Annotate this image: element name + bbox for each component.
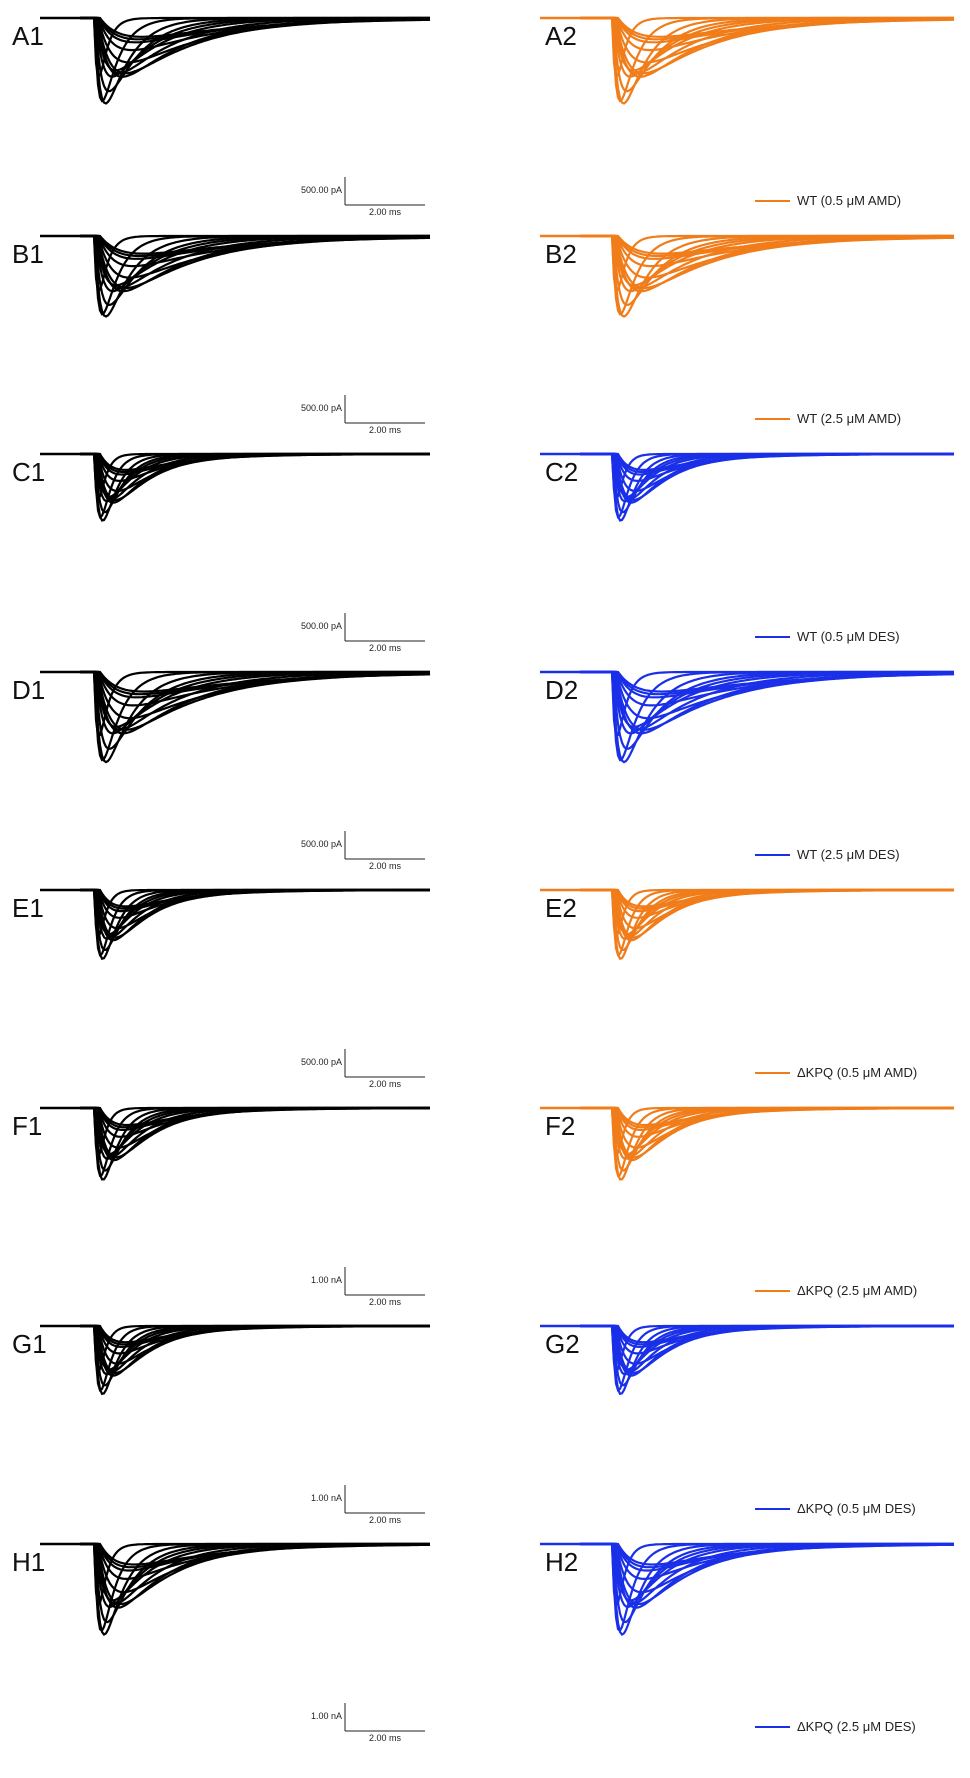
panel-e1: E1 500.00 pA 2.00 ms xyxy=(12,888,431,1089)
panel-h2: H2 ΔKPQ (2.5 μM DES) xyxy=(540,1542,955,1734)
current-trace xyxy=(80,1324,430,1344)
current-trace xyxy=(80,234,430,255)
panel-c2: C2 WT (0.5 μM DES) xyxy=(540,452,954,644)
current-trace xyxy=(80,1542,430,1633)
current-trace xyxy=(80,1542,430,1609)
current-trace xyxy=(80,452,430,472)
panel-label: D1 xyxy=(12,675,45,705)
scale-time-label: 2.00 ms xyxy=(369,1297,402,1307)
scale-time-label: 2.00 ms xyxy=(369,861,402,871)
scale-time-label: 2.00 ms xyxy=(369,207,402,217)
legend-label: WT (0.5 μM DES) xyxy=(797,629,900,644)
panel-h1: H1 1.00 nA 2.00 ms xyxy=(12,1542,431,1743)
current-trace xyxy=(80,1106,430,1172)
scale-time-label: 2.00 ms xyxy=(369,425,402,435)
panel-label: G1 xyxy=(12,1329,47,1359)
panel-f1: F1 1.00 nA 2.00 ms xyxy=(12,1106,430,1307)
current-trace xyxy=(80,888,430,960)
scale-time-label: 2.00 ms xyxy=(369,1079,402,1089)
scale-current-label: 500.00 pA xyxy=(301,1057,342,1067)
panel-g2: G2 ΔKPQ (0.5 μM DES) xyxy=(540,1324,954,1516)
scale-time-label: 2.00 ms xyxy=(369,643,402,653)
scale-time-label: 2.00 ms xyxy=(369,1515,402,1525)
scale-current-label: 500.00 pA xyxy=(301,621,342,631)
panel-label: A2 xyxy=(545,21,577,51)
current-trace xyxy=(80,452,430,522)
current-trace xyxy=(580,670,955,693)
current-trace xyxy=(580,1542,954,1608)
scale-current-label: 1.00 nA xyxy=(311,1493,342,1503)
panel-e2: E2 ΔKPQ (0.5 μM AMD) xyxy=(540,888,954,1080)
panel-b1: B1 500.00 pA 2.00 ms xyxy=(12,234,431,435)
legend-label: WT (2.5 μM AMD) xyxy=(797,411,901,426)
panel-label: E2 xyxy=(545,893,577,923)
current-trace xyxy=(80,1542,431,1566)
current-trace xyxy=(580,1106,954,1178)
current-trace xyxy=(580,452,954,522)
panel-d2: D2 WT (2.5 μM DES) xyxy=(540,670,955,862)
legend-label: ΔKPQ (0.5 μM DES) xyxy=(797,1501,916,1516)
panel-label: C2 xyxy=(545,457,578,487)
panel-label: F1 xyxy=(12,1111,42,1141)
current-trace xyxy=(580,1106,954,1127)
current-trace xyxy=(580,1542,954,1566)
current-trace xyxy=(580,1542,954,1636)
current-trace xyxy=(80,1106,430,1127)
panel-a1: A1 500.00 pA 2.00 ms xyxy=(12,16,431,217)
panel-label: B1 xyxy=(12,239,44,269)
panel-d1: D1 500.00 pA 2.00 ms xyxy=(12,670,431,871)
panel-label: C1 xyxy=(12,457,45,487)
panel-label: E1 xyxy=(12,893,44,923)
panel-label: F2 xyxy=(545,1111,575,1141)
panel-label: B2 xyxy=(545,239,577,269)
scale-current-label: 500.00 pA xyxy=(301,403,342,413)
legend-label: ΔKPQ (2.5 μM DES) xyxy=(797,1719,916,1734)
current-trace xyxy=(580,1542,954,1633)
current-trace xyxy=(80,1542,430,1609)
legend-label: ΔKPQ (2.5 μM AMD) xyxy=(797,1283,917,1298)
current-trace xyxy=(80,16,430,38)
scale-current-label: 1.00 nA xyxy=(311,1275,342,1285)
legend-label: WT (2.5 μM DES) xyxy=(797,847,900,862)
current-trace xyxy=(580,16,954,38)
current-trace xyxy=(80,670,431,693)
current-trace xyxy=(580,452,954,472)
panel-label: H1 xyxy=(12,1547,45,1577)
scale-time-label: 2.00 ms xyxy=(369,1733,402,1743)
panel-label: A1 xyxy=(12,21,44,51)
current-trace xyxy=(580,888,954,952)
panel-label: D2 xyxy=(545,675,578,705)
scale-current-label: 1.00 nA xyxy=(311,1711,342,1721)
current-trace xyxy=(580,1324,954,1344)
current-trace xyxy=(580,888,954,960)
current-trace xyxy=(80,1324,430,1396)
scale-current-label: 500.00 pA xyxy=(301,839,342,849)
current-trace xyxy=(580,234,954,255)
panel-c1: C1 500.00 pA 2.00 ms xyxy=(12,452,430,653)
scale-current-label: 500.00 pA xyxy=(301,185,342,195)
legend-label: ΔKPQ (0.5 μM AMD) xyxy=(797,1065,917,1080)
current-trace xyxy=(580,1542,954,1624)
panel-f2: F2 ΔKPQ (2.5 μM AMD) xyxy=(540,1106,954,1298)
panel-label: H2 xyxy=(545,1547,578,1577)
panel-a2: A2 WT (0.5 μM AMD) xyxy=(540,16,955,208)
panel-b2: B2 WT (2.5 μM AMD) xyxy=(540,234,955,426)
legend-label: WT (0.5 μM AMD) xyxy=(797,193,901,208)
current-trace xyxy=(580,1324,954,1387)
current-trace xyxy=(580,452,954,514)
current-trace xyxy=(80,888,430,908)
current-trace xyxy=(580,1324,954,1396)
current-trace xyxy=(580,1106,954,1172)
current-trace xyxy=(580,1106,954,1181)
current-trace xyxy=(580,888,954,908)
panel-g1: G1 1.00 nA 2.00 ms xyxy=(12,1324,431,1525)
current-trace xyxy=(580,670,954,720)
panel-label: G2 xyxy=(545,1329,580,1359)
